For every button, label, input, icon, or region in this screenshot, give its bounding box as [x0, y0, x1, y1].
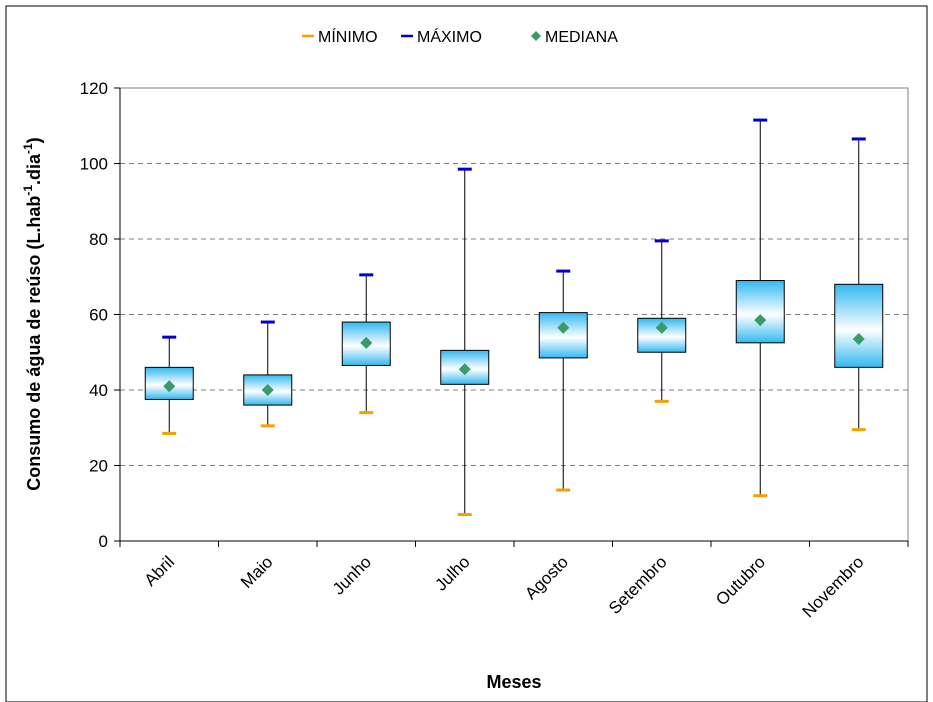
- legend: MÍNIMO MÁXIMO MEDIANA: [302, 27, 618, 46]
- legend-max-label: MÁXIMO: [417, 27, 482, 46]
- y-tick-label: 100: [80, 155, 108, 174]
- y-tick-label: 20: [89, 457, 108, 476]
- iqr-box: [834, 283, 884, 368]
- iqr-box: [637, 317, 687, 353]
- y-axis-title-sup1: -1: [21, 185, 35, 196]
- y-axis-title-mid: .dia: [24, 153, 44, 185]
- y-axis-title-sup2: -1: [21, 143, 35, 154]
- box-novembro: [834, 137, 884, 432]
- y-tick-label: 0: [99, 532, 108, 551]
- y-tick-label: 80: [89, 230, 108, 249]
- y-axis-title-end: ): [24, 137, 44, 143]
- median-marker: [458, 363, 471, 376]
- box-abril: [144, 335, 194, 435]
- box-julho: [440, 167, 490, 517]
- iqr-box: [538, 312, 588, 359]
- median-marker: [655, 321, 668, 334]
- y-axis-title: Consumo de água de reúso (L.hab-1.dia-1): [21, 137, 44, 490]
- median-marker: [557, 321, 570, 334]
- box-outubro: [735, 118, 785, 498]
- median-marker: [852, 333, 865, 346]
- box-setembro: [637, 239, 687, 403]
- box-agosto: [538, 269, 588, 492]
- iqr-box: [735, 280, 785, 344]
- box-maio: [243, 320, 293, 428]
- legend-median-label: MEDIANA: [545, 29, 618, 46]
- y-tick-label: 60: [89, 306, 108, 325]
- box-junho: [341, 273, 391, 415]
- median-marker: [163, 380, 176, 393]
- x-axis-title: Meses: [486, 672, 541, 692]
- y-tick-label: 120: [80, 79, 108, 98]
- legend-median-marker: [531, 31, 541, 41]
- boxes: [144, 118, 884, 517]
- median-marker: [261, 384, 274, 396]
- median-marker: [754, 314, 767, 327]
- legend-min-label: MÍNIMO: [318, 27, 378, 46]
- y-tick-label: 40: [89, 381, 108, 400]
- y-axis-title-main: Consumo de água de reúso (L.hab: [24, 196, 44, 491]
- median-marker: [360, 336, 373, 349]
